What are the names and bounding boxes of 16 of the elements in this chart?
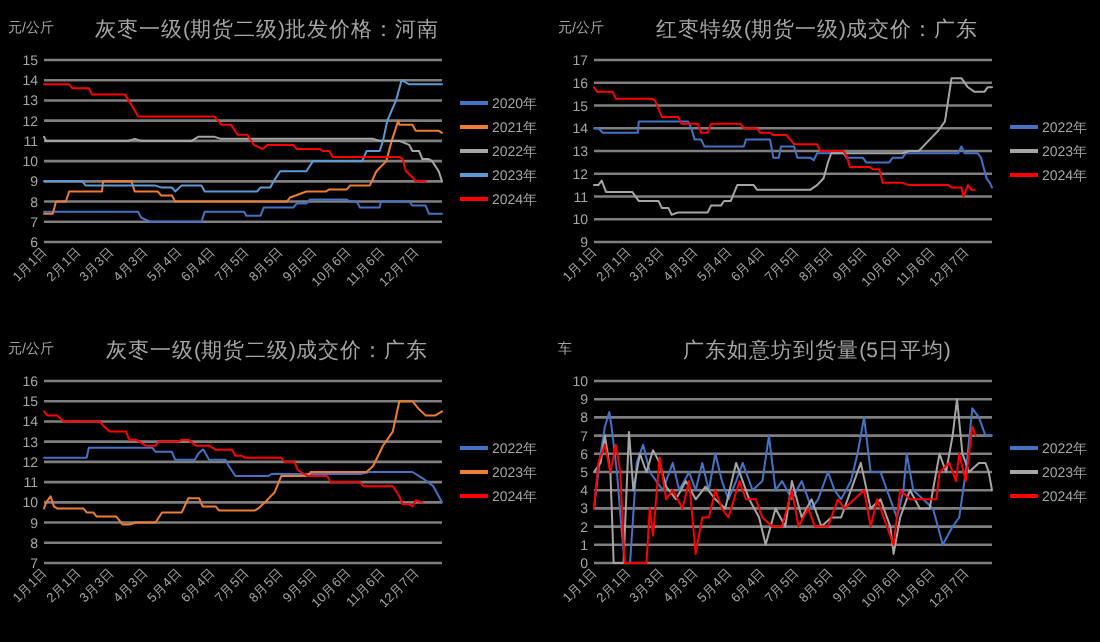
line-series	[593, 77, 993, 216]
line-series	[43, 83, 427, 183]
chart-title: 灰枣一级(期货二级)成交价：广东	[106, 337, 428, 363]
line-series	[43, 446, 443, 504]
line-series	[593, 86, 976, 198]
line-series	[593, 120, 993, 189]
line-series	[43, 79, 443, 193]
line-series	[43, 400, 443, 526]
line-series	[43, 198, 443, 223]
line-series	[43, 119, 443, 215]
chart-title: 红枣特级(期货一级)成交价：广东	[656, 16, 978, 42]
line-series	[43, 135, 443, 183]
chart-title: 灰枣一级(期货二级)批发价格：河南	[95, 16, 439, 42]
line-series	[43, 410, 424, 508]
line-series	[593, 425, 977, 564]
chart-title: 广东如意坊到货量(5日平均)	[683, 337, 951, 363]
